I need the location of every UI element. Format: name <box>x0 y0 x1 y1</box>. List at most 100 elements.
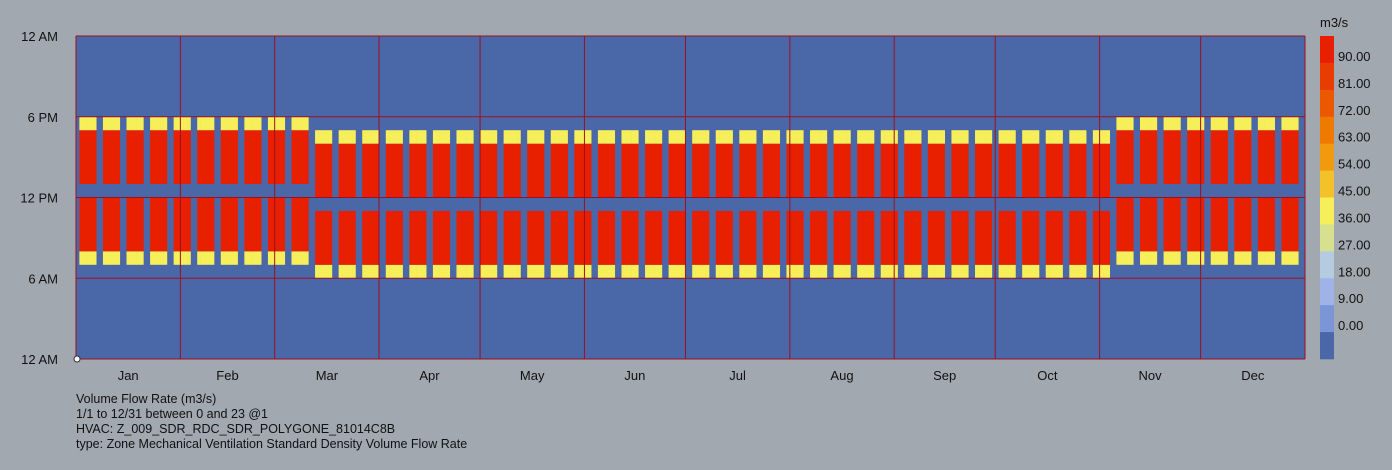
heatmap-cell <box>1106 130 1111 144</box>
heatmap-cell <box>752 210 757 265</box>
heatmap-cell <box>506 210 511 265</box>
heatmap-cell <box>375 143 380 198</box>
heatmap-cell <box>1069 143 1073 198</box>
heatmap-cell <box>1028 143 1033 198</box>
heatmap-cell <box>880 130 885 144</box>
heatmap-cell <box>207 197 211 252</box>
heatmap-cell <box>557 264 562 279</box>
heatmap-cell <box>230 130 235 185</box>
heatmap-cell <box>1267 251 1272 265</box>
heatmap-cell <box>749 130 754 144</box>
heatmap-cell <box>1241 197 1245 252</box>
legend-swatch <box>1320 224 1334 252</box>
heatmap-cell <box>399 210 403 265</box>
heatmap-cell <box>1028 210 1033 265</box>
heatmap-cell <box>624 143 629 198</box>
heatmap-cell <box>1001 130 1006 144</box>
heatmap-cell <box>927 264 932 279</box>
heatmap-cell <box>177 251 181 265</box>
heatmap-cell <box>917 210 922 265</box>
heatmap-cell <box>961 264 966 279</box>
heatmap-cell <box>611 264 616 279</box>
y-tick-label: 6 PM <box>28 110 58 125</box>
heatmap-cell <box>651 143 656 198</box>
heatmap-cell <box>109 197 114 252</box>
heatmap-cell <box>348 130 353 144</box>
heatmap-cell <box>658 210 663 265</box>
heatmap-cell <box>1220 197 1225 252</box>
heatmap-cell <box>847 210 851 265</box>
heatmap-cell <box>799 210 804 265</box>
heatmap-cell <box>257 116 262 131</box>
heatmap-cell <box>503 130 508 144</box>
heatmap-cell <box>469 210 474 265</box>
heatmap-cell <box>985 130 989 144</box>
heatmap-cell <box>1079 210 1084 265</box>
heatmap-cell <box>1146 130 1151 185</box>
heatmap-cell <box>698 264 703 279</box>
legend-value-label: 72.00 <box>1338 103 1371 118</box>
heatmap-cell <box>234 116 238 131</box>
heatmap-cell <box>890 210 895 265</box>
heatmap-cell <box>342 210 346 265</box>
heatmap-cell <box>220 130 225 185</box>
heatmap-cell <box>1150 116 1154 131</box>
heatmap-cell <box>1257 116 1262 131</box>
heatmap-cell <box>1045 264 1050 279</box>
heatmap-cell <box>692 210 696 265</box>
heatmap-cell <box>422 130 427 144</box>
heatmap-cell <box>392 264 397 279</box>
heatmap-cell <box>1096 130 1100 144</box>
heatmap-cell <box>702 210 706 265</box>
heatmap-cell <box>937 143 942 198</box>
heatmap-cell <box>722 210 727 265</box>
heatmap-cell <box>1129 197 1134 252</box>
heatmap-cell <box>611 143 616 198</box>
heatmap-cell <box>934 264 939 279</box>
heatmap-cell <box>1288 116 1292 131</box>
heatmap-cell <box>315 264 319 279</box>
heatmap-cell <box>503 210 508 265</box>
heatmap-cell <box>210 251 215 265</box>
heatmap-cell <box>911 210 915 265</box>
heatmap-cell <box>527 264 531 279</box>
heatmap-cell <box>1281 251 1286 265</box>
heatmap-cell <box>86 251 90 265</box>
heatmap-cell <box>173 116 178 131</box>
grid-lines <box>75 35 1306 360</box>
heatmap-cell <box>816 143 821 198</box>
heatmap-cell <box>1197 130 1201 185</box>
heatmap-cell <box>133 197 137 252</box>
heatmap-cell <box>251 197 255 252</box>
heatmap-cell <box>530 143 535 198</box>
heatmap-cell <box>904 210 908 265</box>
heatmap-cell <box>533 264 538 279</box>
heatmap-cell <box>180 116 185 131</box>
heatmap-cell <box>116 130 121 185</box>
heatmap-cell <box>645 210 649 265</box>
heatmap-cell <box>1294 116 1299 131</box>
heatmap-cell <box>210 197 215 252</box>
heatmap-cell <box>1150 197 1154 252</box>
heatmap-cell <box>934 130 939 144</box>
heatmap-cell <box>294 116 299 131</box>
heatmap-cell <box>136 197 141 252</box>
heatmap-cell <box>1096 264 1100 279</box>
heatmap-cell <box>884 143 888 198</box>
heatmap-cell <box>1193 116 1198 131</box>
heatmap-cell <box>621 264 626 279</box>
heatmap-cell <box>136 116 141 131</box>
heatmap-cell <box>106 130 110 185</box>
legend-value-label: 36.00 <box>1338 210 1371 225</box>
heatmap-cell <box>917 130 922 144</box>
heatmap-cell <box>160 197 164 252</box>
heatmap-cell <box>1102 264 1107 279</box>
heatmap-cell <box>513 130 518 144</box>
heatmap-cell <box>793 130 797 144</box>
heatmap-cell <box>267 130 272 185</box>
heatmap-cell <box>368 143 373 198</box>
heatmap-cell <box>1214 251 1218 265</box>
heatmap-cell <box>281 197 286 252</box>
x-tick-label: Jul <box>729 368 746 383</box>
heatmap-cell <box>362 210 366 265</box>
